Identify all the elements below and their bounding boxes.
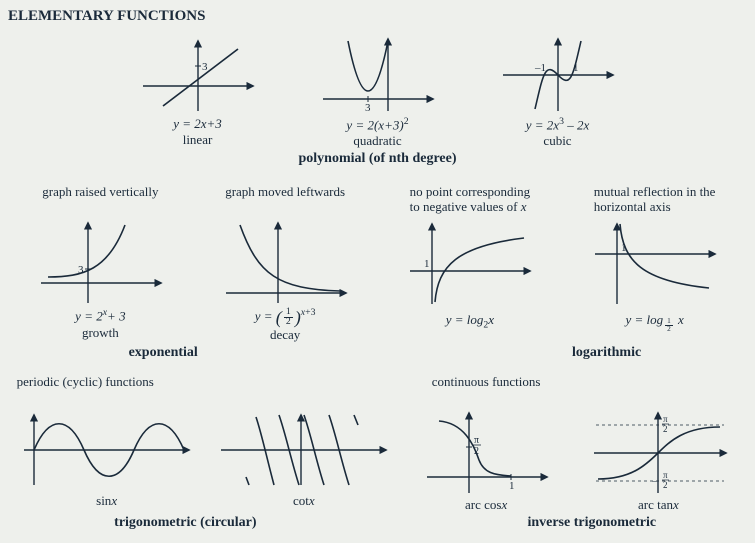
svg-text:3: 3 bbox=[78, 264, 84, 276]
graph-linear: 3 bbox=[133, 31, 263, 116]
graph-cot bbox=[216, 405, 391, 493]
eq-log: y = log2x bbox=[446, 312, 494, 331]
row-trig: periodic (cyclic) functions sinx cotx co… bbox=[8, 375, 747, 513]
eq-cot: cotx bbox=[293, 493, 315, 509]
eq-exp-growth: y = 2x+ 3 bbox=[75, 307, 125, 324]
cell-linear: 3 y = 2x+3 linear bbox=[133, 31, 263, 148]
cell-sin: periodic (cyclic) functions sinx bbox=[17, 375, 197, 509]
cell-arccos: continuous functions π2 1 arc cosx bbox=[411, 375, 561, 513]
category-polynomial: polynomial (of nth degree) bbox=[8, 151, 747, 167]
svg-text:3: 3 bbox=[202, 61, 208, 73]
cell-cot: cotx bbox=[214, 375, 394, 509]
graph-quadratic: 3 bbox=[313, 31, 443, 116]
eq-sin: sinx bbox=[96, 493, 117, 509]
svg-text:1: 1 bbox=[573, 62, 579, 74]
eq-exp-decay: y = (12)x+3 bbox=[255, 307, 316, 327]
row-exp-log: graph raised vertically 3 y = 2x+ 3 grow… bbox=[8, 185, 747, 343]
category-trig: trigonometric (circular) bbox=[8, 515, 363, 531]
name-exp-growth: growth bbox=[82, 325, 119, 341]
svg-text:1: 1 bbox=[424, 258, 430, 270]
note-sin: periodic (cyclic) functions bbox=[17, 375, 154, 403]
svg-text:2: 2 bbox=[474, 446, 479, 457]
graph-sin bbox=[19, 405, 194, 493]
category-exponential: exponential bbox=[8, 345, 318, 361]
cell-quadratic: 3 y = 2(x+3)2 quadratic bbox=[313, 31, 443, 149]
name-exp-decay: decay bbox=[270, 327, 300, 343]
note-log: no point corresponding to negative value… bbox=[410, 185, 531, 214]
svg-text:1: 1 bbox=[509, 480, 515, 492]
svg-text:2: 2 bbox=[663, 424, 668, 434]
graph-log: 1 bbox=[402, 216, 537, 308]
row-polynomial: 3 y = 2x+3 linear 3 y = 2(x+3)2 quadrati… bbox=[8, 31, 747, 149]
eq-arctan: arc tanx bbox=[638, 497, 679, 513]
note-log-half: mutual reflection in the horizontal axis bbox=[594, 185, 716, 214]
svg-text:π: π bbox=[663, 470, 668, 480]
svg-text:2: 2 bbox=[663, 480, 668, 490]
svg-text:3: 3 bbox=[365, 102, 371, 114]
graph-exp-decay bbox=[218, 215, 353, 307]
category-logarithmic: logarithmic bbox=[466, 345, 747, 361]
page-title: ELEMENTARY FUNCTIONS bbox=[8, 8, 747, 25]
cell-log: no point corresponding to negative value… bbox=[382, 185, 557, 330]
graph-cubic: –1 1 bbox=[493, 31, 623, 116]
cell-arctan: π2π2– arc tanx bbox=[578, 375, 738, 513]
graph-arctan: π2π2– bbox=[586, 405, 731, 497]
eq-cubic: y = 2x3 – 2x bbox=[526, 116, 589, 133]
eq-quadratic: y = 2(x+3)2 bbox=[346, 116, 408, 133]
note-exp-decay: graph moved leftwards bbox=[225, 185, 345, 213]
cell-exp-growth: graph raised vertically 3 y = 2x+ 3 grow… bbox=[13, 185, 188, 340]
svg-text:π: π bbox=[663, 414, 668, 424]
name-cubic: cubic bbox=[543, 133, 571, 149]
cell-exp-decay: graph moved leftwards y = (12)x+3 decay bbox=[198, 185, 373, 343]
cell-cubic: –1 1 y = 2x3 – 2x cubic bbox=[493, 31, 623, 149]
eq-log-half: y = log12 x bbox=[625, 312, 683, 332]
cell-log-half: mutual reflection in the horizontal axis… bbox=[567, 185, 742, 332]
svg-text:1: 1 bbox=[621, 242, 627, 254]
eq-arccos: arc cosx bbox=[465, 497, 507, 513]
category-inv-trig: inverse trigonometric bbox=[437, 515, 747, 531]
eq-linear: y = 2x+3 bbox=[173, 116, 222, 132]
graph-exp-growth: 3 bbox=[33, 215, 168, 307]
graph-arccos: π2 1 bbox=[419, 405, 554, 497]
svg-text:–: – bbox=[651, 476, 658, 487]
name-linear: linear bbox=[183, 132, 213, 148]
graph-log-half: 1 bbox=[587, 216, 722, 308]
name-quadratic: quadratic bbox=[353, 133, 401, 149]
note-arccos: continuous functions bbox=[432, 375, 541, 403]
svg-text:π: π bbox=[474, 435, 479, 446]
svg-text:–1: –1 bbox=[534, 62, 546, 74]
note-exp-growth: graph raised vertically bbox=[42, 185, 158, 213]
